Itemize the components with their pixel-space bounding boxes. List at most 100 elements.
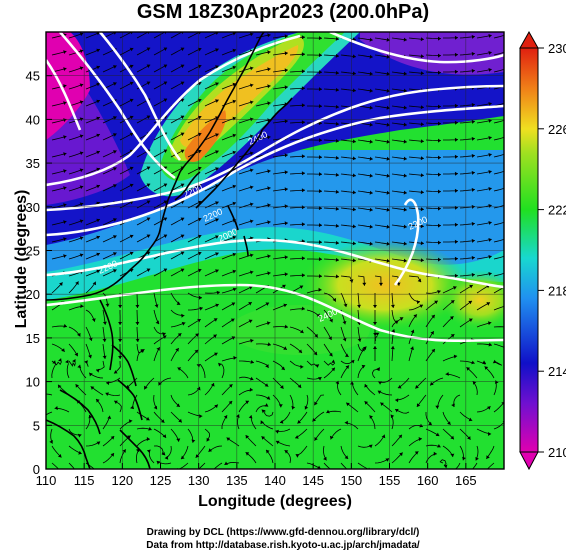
streamline-arrow xyxy=(146,183,151,187)
streamline-arrow xyxy=(135,338,140,342)
x-tick-label: 160 xyxy=(417,473,439,488)
streamline-arrow xyxy=(369,207,373,212)
streamline-arrow xyxy=(318,138,322,143)
streamline-arrow xyxy=(301,154,305,159)
streamline-arrow xyxy=(232,287,237,292)
streamline-arrow xyxy=(450,435,454,440)
x-tick-label: 140 xyxy=(264,473,286,488)
streamline-arrow xyxy=(96,252,100,257)
streamline-arrow xyxy=(505,152,509,156)
streamline-arrow xyxy=(248,302,252,306)
x-tick-label: 125 xyxy=(150,473,172,488)
streamline-arrow xyxy=(505,169,509,173)
streamline-arrow xyxy=(300,364,304,369)
streamline-arrow xyxy=(65,359,69,364)
streamline-arrow xyxy=(403,122,407,127)
streamline-arrow xyxy=(420,37,424,42)
streamline-arrow xyxy=(249,134,254,139)
streamline-arrow xyxy=(180,251,185,256)
streamline-arrow xyxy=(230,318,235,322)
streamline-arrow xyxy=(63,101,67,105)
streamline-arrow xyxy=(438,104,441,109)
streamline-arrow xyxy=(180,64,185,69)
streamline xyxy=(439,459,447,466)
lat-lon-grid xyxy=(46,32,504,469)
streamline-arrow xyxy=(488,321,492,326)
streamline-arrow xyxy=(386,207,390,212)
streamline-arrow xyxy=(232,99,236,104)
streamline-arrow xyxy=(486,302,490,306)
streamline-arrow xyxy=(403,88,407,93)
streamline-arrow xyxy=(469,284,473,289)
streamline-arrow xyxy=(249,270,254,275)
streamline-arrow xyxy=(163,183,168,187)
streamline-arrow xyxy=(96,65,100,70)
streamline-arrow xyxy=(163,47,168,51)
streamline-arrow xyxy=(420,139,424,144)
streamline-arrow xyxy=(232,252,236,257)
streamline-arrow xyxy=(267,220,271,225)
streamline-arrow xyxy=(59,282,63,286)
streamline-arrow xyxy=(250,360,254,364)
streamline-arrow xyxy=(301,86,305,91)
streamline-arrow xyxy=(352,190,356,195)
streamline-arrow xyxy=(462,456,466,461)
streamline-arrow xyxy=(129,251,134,256)
streamline-arrow xyxy=(58,358,62,362)
streamline-arrow xyxy=(129,183,134,188)
y-tick-label: 0 xyxy=(33,462,40,477)
streamline-arrow xyxy=(352,258,356,263)
streamline-arrow xyxy=(318,240,322,245)
streamline-arrow xyxy=(92,281,97,286)
streamline-arrow xyxy=(488,238,492,242)
streamline-arrow xyxy=(177,333,182,337)
streamline xyxy=(46,411,53,416)
streamline-arrow xyxy=(471,255,475,260)
streamline-arrow xyxy=(284,450,289,454)
streamline-arrow xyxy=(331,367,335,372)
streamline-arrow xyxy=(488,432,492,436)
streamline-arrow xyxy=(301,306,305,311)
streamline-arrow xyxy=(162,434,167,438)
streamline-arrow xyxy=(449,470,452,474)
streamline-arrow xyxy=(505,50,509,54)
streamline-arrow xyxy=(430,381,434,386)
streamline-arrow xyxy=(403,37,407,42)
streamline-arrow xyxy=(434,300,438,305)
streamline-arrow xyxy=(163,234,168,238)
streamline-arrow xyxy=(129,234,134,239)
streamline-arrow xyxy=(232,184,236,189)
streamline-arrow xyxy=(488,51,492,55)
streamline-arrow xyxy=(210,383,215,387)
streamline-arrow xyxy=(420,258,424,263)
streamline-arrow xyxy=(130,405,134,409)
streamline-arrow xyxy=(226,437,231,441)
streamline xyxy=(486,462,495,469)
streamline-arrow xyxy=(318,53,322,58)
streamline-arrow xyxy=(430,331,434,335)
streamline-arrow xyxy=(435,432,440,436)
streamline-arrow xyxy=(390,414,395,419)
streamline-arrow xyxy=(180,98,185,103)
streamline-arrow xyxy=(369,190,373,195)
streamline-arrow xyxy=(153,405,157,410)
streamline-arrow xyxy=(487,406,491,410)
streamline-arrow xyxy=(267,67,271,72)
streamline-arrow xyxy=(488,68,492,72)
streamline-arrow xyxy=(417,278,422,283)
streamline-arrow xyxy=(352,173,356,178)
streamline-arrow xyxy=(215,235,219,239)
streamline-arrow xyxy=(284,85,288,90)
streamline-arrow xyxy=(63,135,67,139)
streamline-arrow xyxy=(215,252,219,256)
streamline-arrow xyxy=(163,81,168,85)
streamline-arrow xyxy=(505,254,509,258)
streamline-arrow xyxy=(386,241,390,246)
streamline-arrow xyxy=(129,115,134,120)
streamline-arrow xyxy=(266,396,271,400)
streamline-arrow xyxy=(438,53,441,58)
streamline-arrow xyxy=(214,352,218,357)
streamline-arrow xyxy=(364,384,368,388)
streamline-arrow xyxy=(95,470,99,473)
streamline-arrow xyxy=(245,452,250,456)
